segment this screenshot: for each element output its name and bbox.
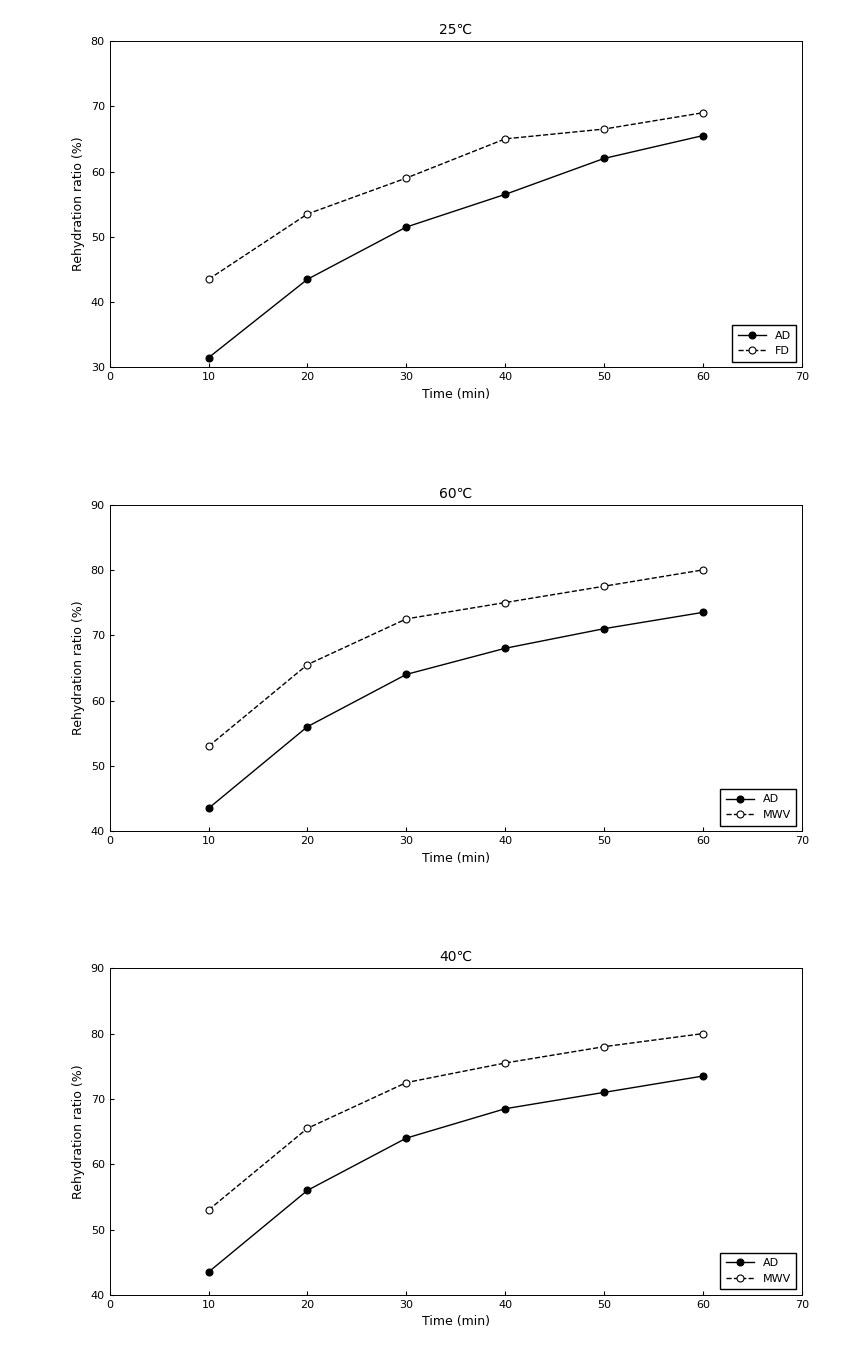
AD — [401, 1130, 411, 1146]
AD — [698, 1067, 708, 1084]
AD — [203, 800, 214, 816]
AD — [203, 1264, 214, 1280]
MWV — [302, 657, 312, 673]
MWV — [599, 578, 609, 594]
Title: 40℃: 40℃ — [439, 950, 473, 965]
MWV — [401, 611, 411, 627]
AD — [401, 667, 411, 683]
Line: MWV: MWV — [205, 567, 706, 750]
MWV — [698, 562, 708, 578]
Legend: AD, MWV: AD, MWV — [720, 789, 796, 826]
MWV — [203, 1202, 214, 1219]
MWV — [599, 1039, 609, 1055]
Line: AD: AD — [205, 1073, 706, 1276]
AD — [401, 219, 411, 236]
FD — [500, 131, 511, 147]
MWV — [500, 594, 511, 611]
AD — [302, 1182, 312, 1198]
AD — [698, 127, 708, 143]
FD — [302, 206, 312, 222]
AD — [302, 718, 312, 735]
Line: MWV: MWV — [205, 1030, 706, 1213]
Title: 25℃: 25℃ — [439, 23, 473, 37]
Y-axis label: Rehydration ratio (%): Rehydration ratio (%) — [73, 601, 85, 735]
AD — [500, 187, 511, 203]
Line: AD: AD — [205, 132, 706, 361]
X-axis label: Time (min): Time (min) — [422, 388, 490, 401]
MWV — [500, 1055, 511, 1071]
MWV — [203, 739, 214, 755]
AD — [599, 150, 609, 166]
AD — [698, 604, 708, 620]
AD — [599, 1084, 609, 1100]
Legend: AD, FD: AD, FD — [733, 326, 796, 363]
FD — [698, 105, 708, 121]
AD — [599, 620, 609, 637]
MWV — [698, 1025, 708, 1041]
AD — [302, 271, 312, 288]
X-axis label: Time (min): Time (min) — [422, 852, 490, 864]
FD — [599, 121, 609, 138]
MWV — [401, 1074, 411, 1090]
MWV — [302, 1120, 312, 1137]
X-axis label: Time (min): Time (min) — [422, 1315, 490, 1329]
Line: AD: AD — [205, 609, 706, 812]
Line: FD: FD — [205, 109, 706, 282]
AD — [203, 349, 214, 365]
Legend: AD, MWV: AD, MWV — [720, 1253, 796, 1289]
Y-axis label: Rehydration ratio (%): Rehydration ratio (%) — [73, 1065, 85, 1199]
AD — [500, 641, 511, 657]
Y-axis label: Rehydration ratio (%): Rehydration ratio (%) — [73, 136, 85, 271]
AD — [500, 1100, 511, 1116]
Title: 60℃: 60℃ — [439, 487, 473, 500]
FD — [203, 271, 214, 288]
FD — [401, 170, 411, 187]
